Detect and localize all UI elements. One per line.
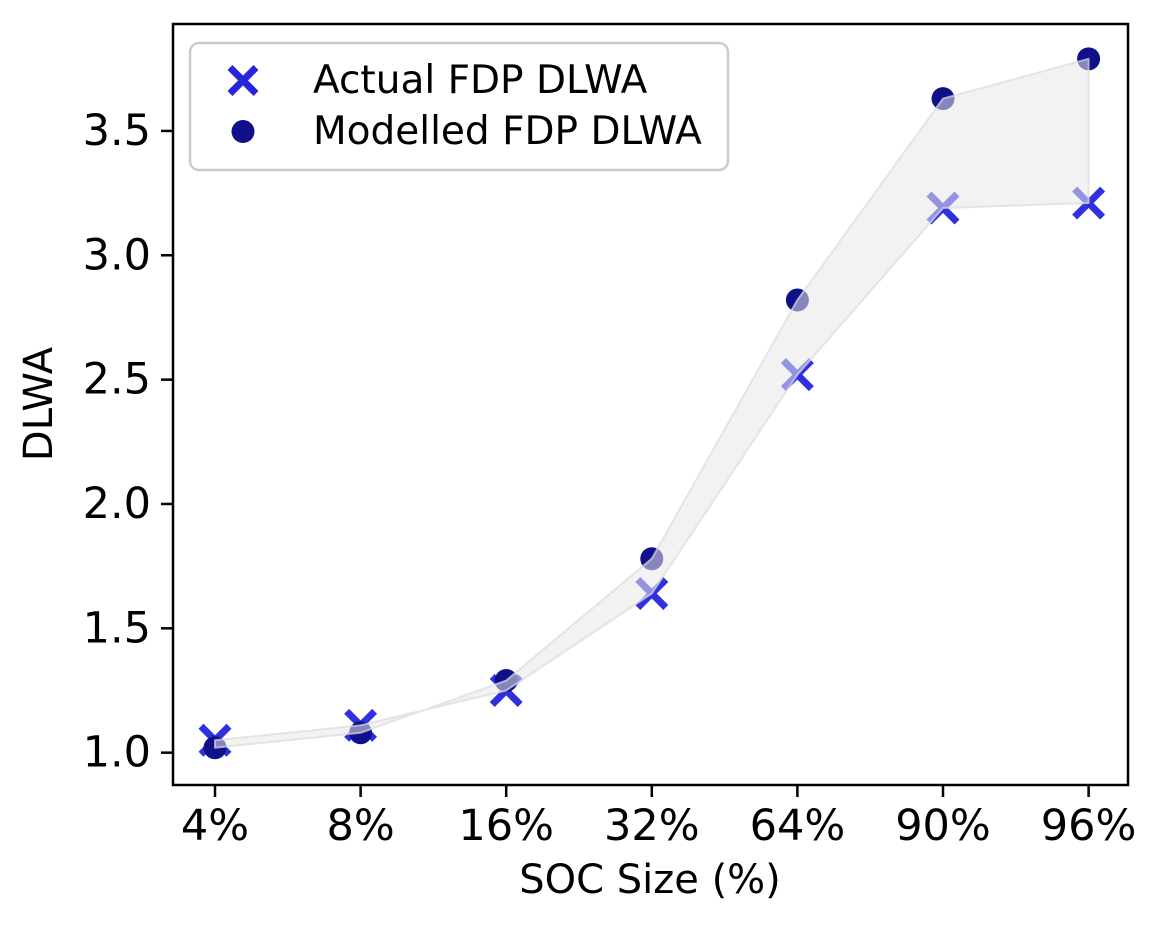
axes-ticks: 1.0 1.5 2.0 2.5 3.0 3.5 4% 8% 16% 32% 64% 90% 96% — [83, 106, 1137, 851]
legend-label-modelled: Modelled FDP DLWA — [313, 109, 702, 154]
x-tick-label: 4% — [181, 801, 249, 851]
x-tick-label: 96% — [1041, 801, 1137, 851]
y-tick-label: 1.5 — [83, 603, 151, 653]
legend-marker-x-icon — [227, 65, 259, 96]
x-axis-label: SOC Size (%) — [519, 857, 781, 903]
y-tick-label: 1.0 — [83, 728, 151, 778]
legend: Actual FDP DLWA Modelled FDP DLWA — [188, 41, 730, 172]
uncertainty-band-layer — [214, 57, 1090, 749]
legend-marker-circle-icon — [231, 120, 255, 143]
x-tick-label: 8% — [326, 801, 394, 851]
legend-label-actual: Actual FDP DLWA — [313, 58, 648, 103]
x-tick-label: 32% — [604, 801, 700, 851]
y-tick-label: 2.0 — [83, 479, 151, 529]
x-tick-label: 16% — [458, 801, 554, 851]
y-tick-label: 3.0 — [83, 230, 151, 280]
legend-box — [188, 41, 730, 172]
y-axis-label: DLWA — [16, 346, 62, 461]
y-tick-label: 2.5 — [83, 355, 151, 405]
x-tick-label: 64% — [750, 801, 846, 851]
plot-border — [171, 22, 1130, 787]
x-tick-label: 90% — [895, 801, 991, 851]
uncertainty-band — [214, 57, 1090, 749]
y-tick-label: 3.5 — [83, 106, 151, 156]
